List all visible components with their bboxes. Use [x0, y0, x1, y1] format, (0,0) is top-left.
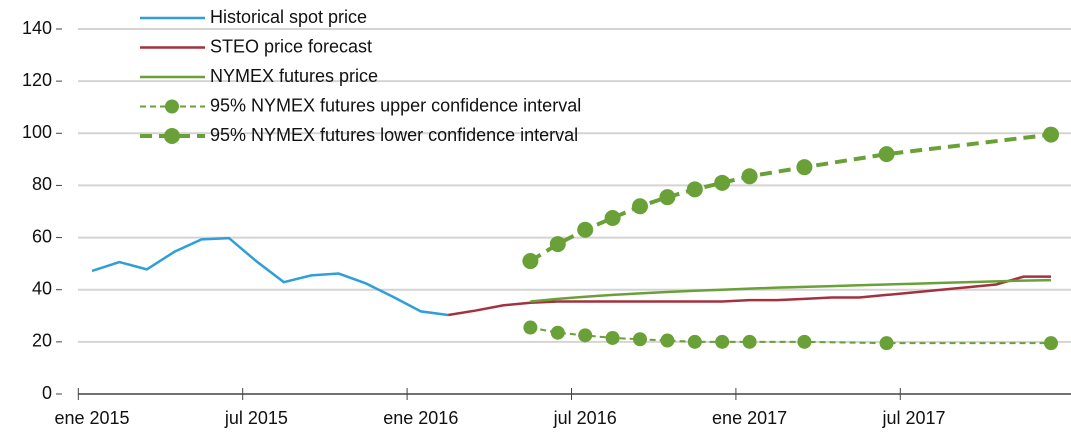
- y-tick-label: 100: [22, 122, 52, 142]
- series-marker: [578, 328, 593, 343]
- series-marker: [741, 168, 758, 185]
- y-tick-label: 140: [22, 18, 52, 38]
- series-marker: [878, 146, 895, 163]
- series-marker: [715, 334, 730, 349]
- series-marker: [522, 253, 539, 270]
- series-marker: [605, 330, 620, 345]
- series-marker: [632, 198, 648, 215]
- series-line: [448, 275, 1051, 317]
- legend-label: 95% NYMEX futures upper confidence inter…: [210, 95, 581, 115]
- y-tick-label: 0: [42, 383, 52, 403]
- series-marker: [549, 236, 566, 253]
- x-tick-label: ene 2017: [712, 408, 787, 428]
- series-marker: [604, 210, 621, 227]
- series-marker: [1044, 336, 1058, 351]
- legend-label: STEO price forecast: [210, 36, 372, 56]
- series-marker: [633, 332, 647, 347]
- legend-label: NYMEX futures price: [210, 66, 378, 86]
- series-line: [529, 132, 1052, 263]
- series-marker: [687, 334, 702, 349]
- y-tick-label: 80: [32, 174, 52, 194]
- series-marker: [577, 221, 594, 238]
- y-tick-label: 40: [32, 278, 52, 298]
- x-tick-label: ene 2016: [383, 408, 458, 428]
- y-tick-label: 20: [32, 331, 52, 351]
- y-tick-label: 120: [22, 70, 52, 90]
- series-marker: [550, 325, 565, 340]
- series-marker: [1043, 126, 1059, 143]
- series-marker: [742, 334, 757, 349]
- legend-label: 95% NYMEX futures lower confidence inter…: [210, 125, 578, 145]
- series-line: [91, 236, 449, 317]
- legend-marker: [164, 128, 180, 144]
- x-tick-label: jul 2017: [881, 408, 945, 428]
- x-tick-label: ene 2015: [54, 408, 129, 428]
- series-marker: [660, 333, 675, 348]
- series-line: [530, 278, 1052, 303]
- legend-label: Historical spot price: [210, 7, 367, 27]
- x-tick-label: jul 2015: [224, 408, 288, 428]
- series-marker: [879, 336, 894, 351]
- y-tick-label: 60: [32, 226, 52, 246]
- series-marker: [714, 174, 731, 191]
- series-marker: [797, 334, 812, 349]
- series-marker: [659, 189, 676, 206]
- series-marker: [686, 181, 703, 198]
- legend-marker: [165, 99, 179, 114]
- series-marker: [796, 159, 813, 176]
- series-marker: [523, 320, 538, 335]
- x-tick-label: jul 2016: [553, 408, 617, 428]
